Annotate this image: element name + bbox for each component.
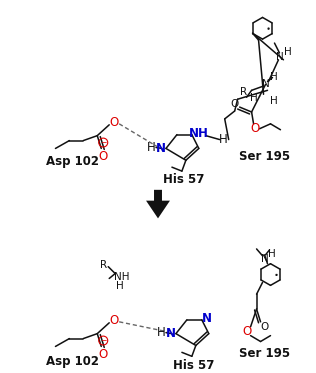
Text: O: O: [99, 150, 108, 163]
Text: H: H: [116, 281, 124, 291]
Text: O: O: [231, 99, 239, 109]
Text: H: H: [270, 96, 277, 106]
Text: N: N: [166, 327, 176, 340]
Text: H: H: [270, 72, 277, 82]
Text: His 57: His 57: [163, 173, 204, 186]
Text: N: N: [261, 254, 268, 264]
Text: Asp 102: Asp 102: [46, 355, 99, 368]
Text: N: N: [156, 142, 166, 155]
Text: R: R: [100, 260, 107, 270]
Text: NH: NH: [189, 127, 209, 140]
Text: H: H: [283, 47, 291, 57]
Text: N: N: [276, 52, 283, 62]
Text: R: R: [240, 87, 247, 97]
Text: N: N: [202, 312, 212, 325]
Text: NH: NH: [114, 272, 130, 282]
Text: N: N: [262, 79, 270, 90]
Text: H: H: [268, 249, 275, 259]
Text: H: H: [147, 141, 155, 154]
Text: −: −: [100, 138, 106, 147]
Text: Asp 102: Asp 102: [46, 155, 99, 168]
Text: H: H: [219, 133, 228, 146]
Text: O: O: [110, 116, 119, 129]
FancyArrow shape: [146, 190, 170, 218]
Text: O: O: [110, 314, 119, 327]
Text: O: O: [99, 348, 108, 361]
Text: His 57: His 57: [173, 359, 215, 372]
Text: O: O: [250, 122, 259, 135]
Text: −: −: [100, 336, 106, 345]
Text: Ser 195: Ser 195: [239, 150, 290, 163]
Text: H: H: [157, 326, 165, 339]
Text: Ser 195: Ser 195: [239, 347, 290, 360]
Text: O: O: [260, 322, 269, 332]
Text: H: H: [250, 93, 258, 103]
Text: O: O: [242, 325, 251, 338]
